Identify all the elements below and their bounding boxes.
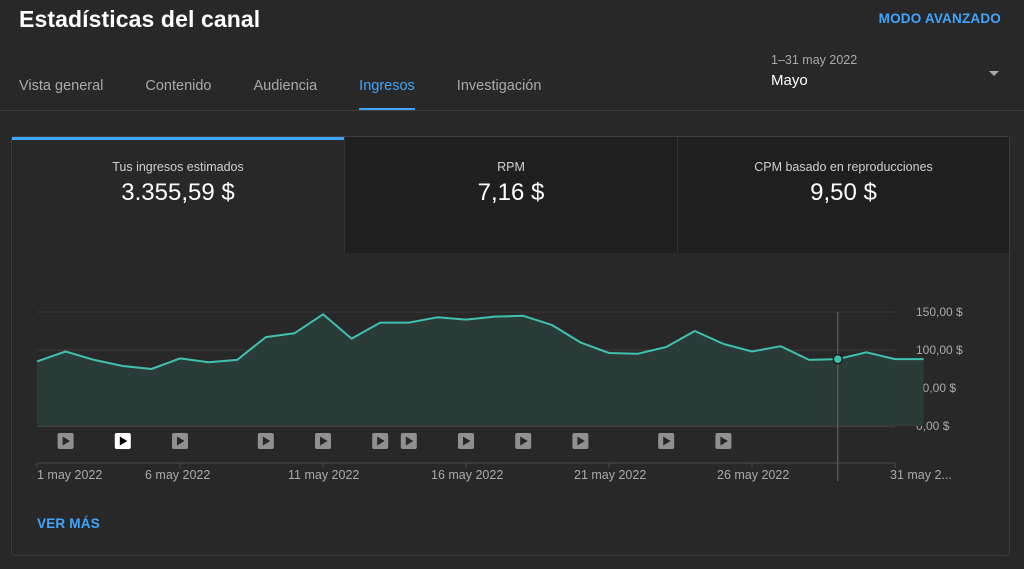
y-tick-label: 50,00 $ xyxy=(916,381,956,395)
metric-value: 3.355,59 $ xyxy=(121,179,235,206)
play-icon xyxy=(663,436,671,446)
date-range-picker[interactable]: 1–31 may 2022 Mayo xyxy=(758,48,1010,100)
metric-estimated-revenue[interactable]: Tus ingresos estimados 3.355,59 $ xyxy=(12,137,345,253)
metric-cpm[interactable]: CPM basado en reproducciones 9,50 $ xyxy=(678,137,1009,253)
tab-research[interactable]: Investigación xyxy=(456,78,542,94)
advanced-mode-button[interactable]: MODO AVANZADO xyxy=(878,11,1001,26)
x-tick-label: 6 may 2022 xyxy=(145,468,210,482)
play-icon xyxy=(520,436,528,446)
play-icon xyxy=(377,436,385,446)
play-icon xyxy=(405,436,414,446)
tab-bar: Vista general Contenido Audiencia Ingres… xyxy=(0,60,564,110)
play-icon xyxy=(62,436,71,446)
tabs-divider xyxy=(0,110,1024,111)
metric-rpm[interactable]: RPM 7,16 $ xyxy=(345,137,678,253)
metric-label: RPM xyxy=(497,160,525,174)
page-title: Estadísticas del canal xyxy=(19,6,261,32)
dropdown-arrow-icon xyxy=(989,71,999,76)
series-line xyxy=(36,313,924,370)
y-tick-label: 150,00 $ xyxy=(916,305,963,319)
play-icon xyxy=(177,436,185,446)
tab-overview[interactable]: Vista general xyxy=(19,78,104,94)
play-icon xyxy=(262,436,271,446)
series-area xyxy=(37,314,924,426)
x-tick-label: 1 may 2022 xyxy=(37,468,102,482)
revenue-card: Tus ingresos estimados 3.355,59 $ RPM 7,… xyxy=(11,136,1010,556)
revenue-chart[interactable]: 150,00 $ 100,00 $ 50,00 $ 0,00 $ 1 may 2022 6… xyxy=(12,137,1009,507)
see-more-button[interactable]: VER MÁS xyxy=(37,516,100,531)
play-icon xyxy=(720,436,728,446)
metric-tabs: Tus ingresos estimados 3.355,59 $ RPM 7,… xyxy=(12,137,1009,253)
play-icon xyxy=(119,436,128,446)
tab-content[interactable]: Contenido xyxy=(145,78,212,94)
hover-point xyxy=(832,353,844,365)
x-tick-label: 21 may 2022 xyxy=(574,468,646,482)
play-icon xyxy=(577,436,585,446)
date-range-text: 1–31 may 2022 xyxy=(771,53,858,67)
play-icon xyxy=(463,436,471,446)
tab-revenue[interactable]: Ingresos xyxy=(359,60,415,110)
y-tick-label: 100,00 $ xyxy=(916,343,963,357)
x-tick-label: 11 may 2022 xyxy=(288,468,359,482)
x-tick-label: 31 may 2... xyxy=(890,468,952,482)
play-icon xyxy=(320,436,328,446)
tab-audience[interactable]: Audiencia xyxy=(253,78,318,94)
metric-label: Tus ingresos estimados xyxy=(112,160,244,174)
metric-value: 7,16 $ xyxy=(477,179,545,206)
x-tick-label: 16 may 2022 xyxy=(431,468,503,482)
y-tick-label: 0,00 $ xyxy=(916,419,950,433)
metric-value: 9,50 $ xyxy=(810,179,877,206)
date-period-label: Mayo xyxy=(771,72,808,89)
x-tick-label: 26 may 2022 xyxy=(717,468,789,482)
metric-label: CPM basado en reproducciones xyxy=(754,160,933,174)
